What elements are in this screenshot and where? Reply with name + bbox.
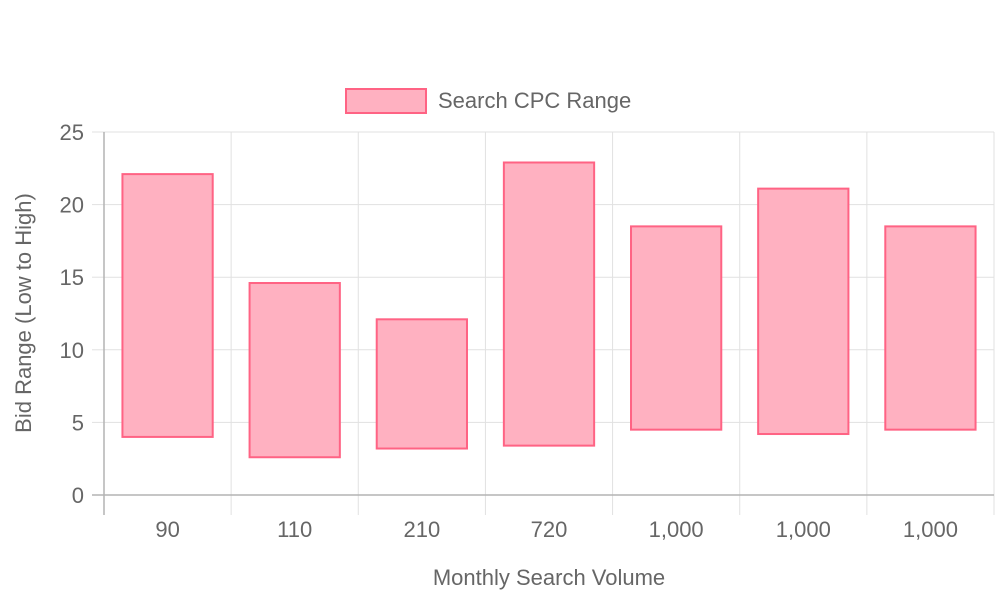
x-axis-title: Monthly Search Volume (433, 565, 665, 590)
x-tick-label: 720 (531, 517, 568, 542)
x-tick-label: 110 (277, 517, 312, 542)
y-tick-label: 25 (60, 120, 84, 145)
x-tick-label: 1,000 (649, 517, 704, 542)
y-tick-labels: 0 5 10 15 20 25 (60, 120, 84, 508)
y-tick-label: 15 (60, 265, 84, 290)
x-tick-labels: 90 110 210 720 1,000 1,000 1,000 (155, 517, 958, 542)
range-bar[interactable] (375, 318, 468, 450)
axes (92, 132, 994, 515)
range-bar[interactable] (248, 282, 341, 459)
range-bar[interactable] (121, 173, 214, 438)
legend-swatch[interactable] (345, 88, 427, 114)
y-tick-label: 10 (60, 338, 84, 363)
bars-group (121, 161, 977, 459)
x-tick-label: 90 (155, 517, 179, 542)
range-bar[interactable] (502, 161, 596, 447)
y-axis-title: Bid Range (Low to High) (11, 193, 36, 433)
range-bar[interactable] (630, 225, 723, 431)
y-tick-label: 0 (72, 483, 84, 508)
y-tick-label: 5 (72, 410, 84, 435)
range-bar[interactable] (757, 187, 850, 436)
legend[interactable]: Search CPC Range (345, 88, 631, 114)
legend-label[interactable]: Search CPC Range (438, 88, 631, 113)
x-tick-label: 1,000 (903, 517, 958, 542)
y-tick-label: 20 (60, 193, 84, 218)
range-bar[interactable] (884, 225, 977, 431)
x-tick-label: 1,000 (776, 517, 831, 542)
x-tick-label: 210 (403, 517, 440, 542)
